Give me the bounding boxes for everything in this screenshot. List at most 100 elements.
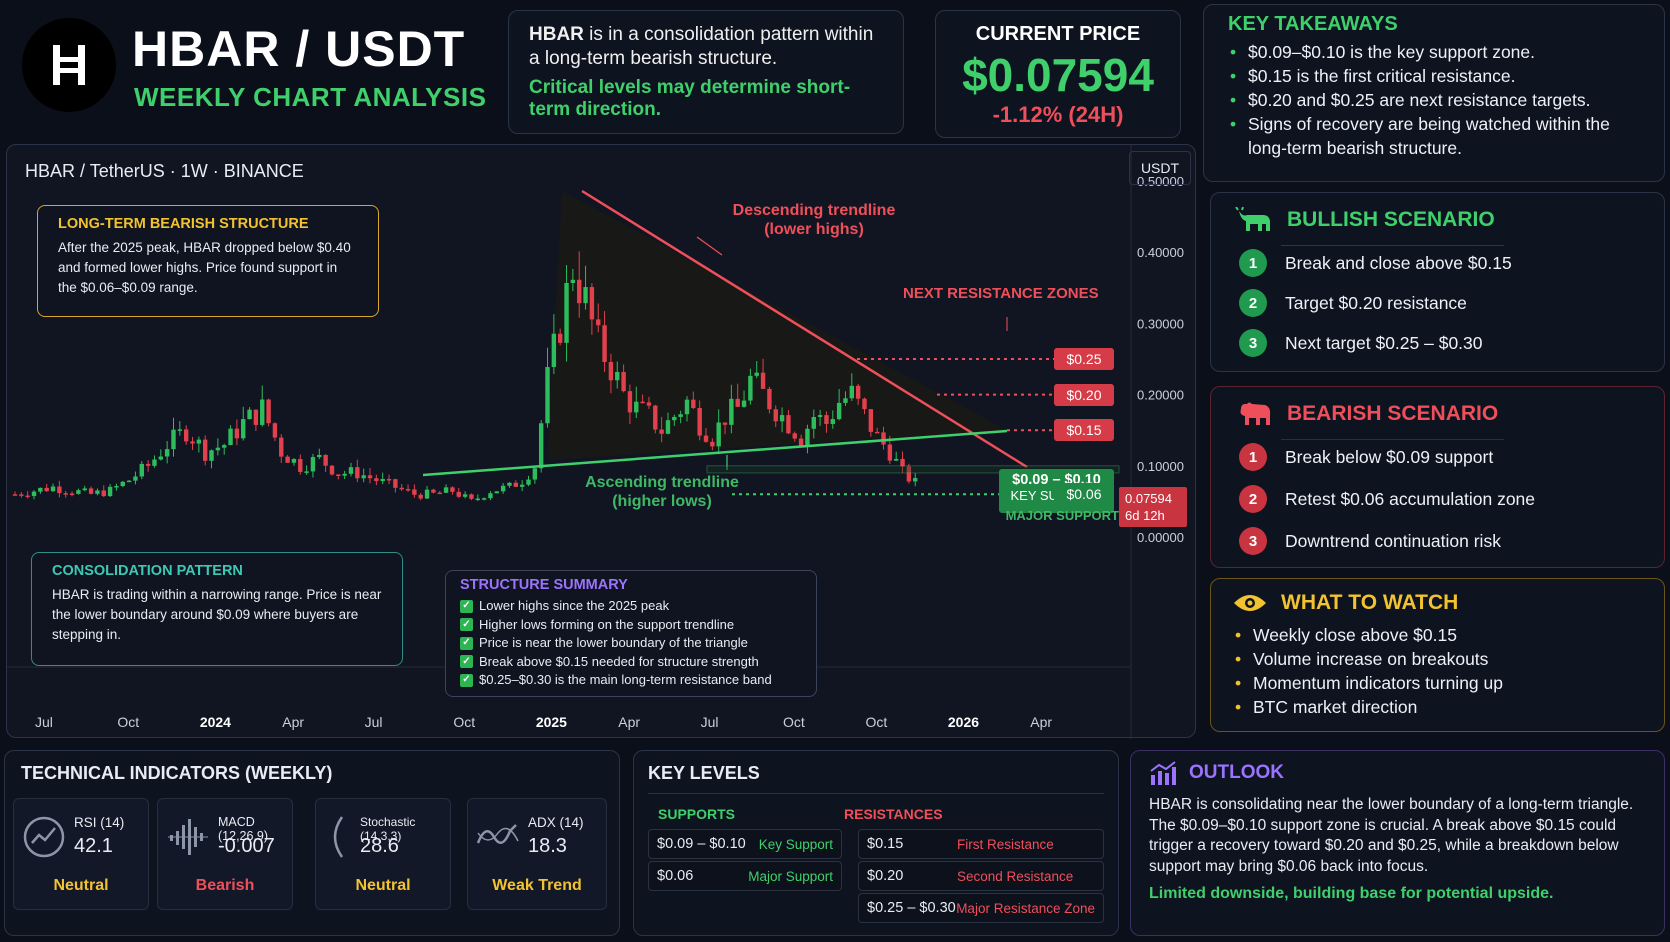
candle-body [836,402,842,420]
bullish-divider [1281,245,1504,246]
bearish-step: 2 Retest $0.06 accumulation zone [1239,485,1535,513]
candle-body [190,441,195,444]
candle-body [627,391,633,413]
x-tick-label: Oct [783,714,805,730]
candle-body [526,479,531,485]
candle-body [196,439,202,444]
candle-body [418,494,423,499]
candle-body [336,474,341,476]
candle-body [361,475,366,479]
candle-body [855,385,861,399]
candle-body [748,375,753,401]
key-levels-title: KEY LEVELS [648,763,760,783]
takeaway-item: Signs of recovery are being watched with… [1228,112,1640,160]
descending-label-line1: Descending trendline [732,202,896,219]
support-desc: Key Support [758,836,833,852]
indicator-value: 42.1 [74,835,113,857]
x-tick-label: 2024 [200,714,231,730]
candle-body [171,429,176,450]
x-tick-label: Oct [865,714,887,730]
candle-body [107,486,113,497]
rsi-gauge-icon [23,816,65,858]
summary-text: Price is near the lower boundary of the … [479,635,748,650]
watch-item: BTC market direction [1233,695,1642,719]
candle-body [133,476,138,481]
price-change: -1.12% (24H) [992,102,1124,127]
bearish-scenario-panel: BEARISH SCENARIO 1 Break below $0.09 supp… [1210,386,1665,568]
x-tick-label: Apr [618,714,640,730]
takeaway-item: $0.20 and $0.25 are next resistance targ… [1228,88,1640,112]
indicator-name: RSI (14) [74,815,125,830]
structure-summary-title: STRUCTURE SUMMARY [460,577,628,593]
key-support-zone [706,465,1120,474]
candle-body [754,372,759,376]
candle-body [741,400,747,407]
chart-panel[interactable]: 0.50000 0.40000 0.30000 0.20000 0.10000 0.000… [6,144,1197,739]
resistance-tag-015: $0.15 [1054,419,1114,442]
triangle-fill [547,191,1007,460]
candle-body [545,367,550,424]
candle-body [596,319,601,326]
candle-body [475,498,480,501]
resistances-title: RESISTANCES [844,806,943,822]
x-tick-label: 2026 [948,714,979,730]
candle-body [355,467,360,479]
candle-body [659,429,664,434]
indicator-status: Neutral [53,877,109,894]
candle-body [621,371,626,392]
price-chart[interactable]: 0.50000 0.40000 0.30000 0.20000 0.10000 0.000… [7,145,1197,739]
outlook-panel: OUTLOOK HBAR is consolidating near the l… [1130,750,1665,936]
candle-body [735,398,740,407]
resistance-price: $0.25 – $0.30 [867,900,956,916]
candle-body [450,487,455,492]
current-price-box: CURRENT PRICE $0.07594 -1.12% (24H) [935,10,1181,138]
what-to-watch-panel: WHAT TO WATCH Weekly close above $0.15 V… [1210,578,1665,732]
x-axis: Jul Oct 2024 Apr Jul Oct 2025 Apr Jul Oct Oct 2026 A… [35,714,1052,730]
candle-body [431,489,436,493]
step-number-2: 2 [1239,289,1267,317]
consolidation-callout-body: HBAR is trading within a narrowing range… [52,587,382,642]
headline-box: HBAR is in a consolidation pattern withi… [508,10,904,134]
candle-body [913,478,918,482]
headline-green: Critical levels may determine short-term… [529,77,851,120]
candle-body [608,362,614,381]
candle-body [722,422,728,425]
key-takeaways-title: KEY TAKEAWAYS [1228,13,1398,35]
outlook-header: OUTLOOK [1149,761,1646,785]
candle-body [260,399,265,425]
indicator-name: MACD (12,26,9) [218,815,269,843]
candle-body [234,428,240,439]
indicator-value: 18.3 [528,835,567,857]
candle-body [114,486,119,488]
bearish-divider [1281,439,1504,440]
summary-item: ✓ Break above $0.15 needed for structure … [460,653,802,672]
current-price-tag: 0.07594 6d 12h [1119,486,1187,527]
candle-body [367,475,373,479]
candle-body [786,415,791,434]
candle-body [577,279,582,304]
support-desc: Major Support [748,868,833,884]
candle-body [589,287,595,320]
x-tick-label: 2025 [536,714,567,730]
indicator-status: Bearish [195,877,255,894]
candle-body [38,487,43,492]
bullish-step-text: Target $0.20 resistance [1285,292,1467,313]
candle-countdown: 6d 12h [1125,507,1165,523]
step-number-1: 1 [1239,249,1267,277]
headline-rest: is in a consolidation pattern within a l… [529,24,874,69]
candle-body [881,432,886,445]
macd-histogram-icon [168,819,208,855]
y-tick-label: 0.10000 [1137,459,1184,474]
summary-text: Break above $0.15 needed for structure s… [479,653,759,669]
candle-body [329,465,335,475]
macd-card: MACD (12,26,9) -0.007 Bearish [157,798,293,910]
candle-body [76,490,81,494]
key-takeaways-list: $0.09–$0.10 is the key support zone. $0.… [1228,40,1640,160]
bearish-callout-body: After the 2025 peak, HBAR dropped below … [58,240,351,295]
candle-body [298,458,303,472]
takeaway-item: $0.09–$0.10 is the key support zone. [1228,40,1640,64]
indicator-name: ADX (14) [528,815,584,830]
watch-item: Weekly close above $0.15 [1233,623,1642,647]
candle-body [462,494,468,497]
step-number-3: 3 [1239,329,1267,357]
